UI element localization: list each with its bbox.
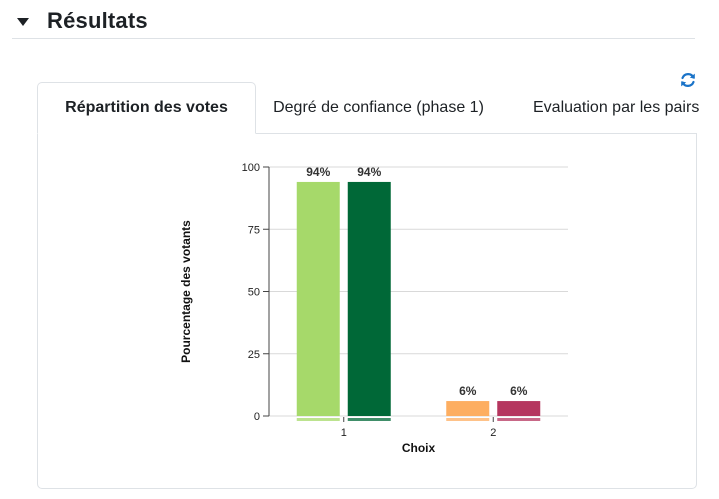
- results-section-header[interactable]: Résultats: [12, 4, 695, 39]
- bar-base-marker: [497, 418, 541, 421]
- caret-down-icon[interactable]: [17, 18, 29, 26]
- bar: [446, 401, 490, 416]
- bar-base-marker: [347, 418, 391, 421]
- bar-base-marker: [296, 418, 340, 421]
- tab-label: Degré de confiance (phase 1): [273, 99, 484, 116]
- data-label: 94%: [306, 165, 330, 179]
- data-label: 6%: [459, 384, 477, 398]
- x-tick-label: 1: [341, 427, 347, 439]
- tab-peer-evaluation[interactable]: Evaluation par les pairs: [533, 82, 699, 134]
- x-axis-title: Choix: [402, 441, 436, 455]
- y-tick-label: 25: [248, 349, 260, 361]
- y-tick-label: 75: [248, 224, 260, 236]
- y-tick-label: 0: [254, 411, 260, 423]
- bar: [296, 181, 340, 416]
- tab-vote-distribution[interactable]: Répartition des votes: [37, 82, 256, 134]
- refresh-icon[interactable]: [679, 71, 697, 89]
- data-label: 6%: [510, 384, 528, 398]
- tab-label: Evaluation par les pairs: [533, 99, 700, 116]
- vote-distribution-chart: 0 25 50 75 100 94% 94% 1 6% 6% 2 Choix Pourcentage d…: [179, 162, 568, 455]
- tab-panel: 0 25 50 75 100 94% 94% 1 6% 6% 2 Choix Pourcentage d…: [37, 133, 697, 489]
- bar: [497, 401, 541, 416]
- tab-confidence-phase-1[interactable]: Degré de confiance (phase 1): [256, 82, 501, 134]
- x-tick-label: 2: [490, 427, 496, 439]
- data-label: 94%: [357, 165, 381, 179]
- y-axis-title: Pourcentage des votants: [179, 220, 193, 363]
- section-title: Résultats: [47, 8, 148, 33]
- tab-label: Répartition des votes: [65, 99, 228, 116]
- tab-bar: Répartition des votes Degré de confiance…: [37, 82, 719, 135]
- bar: [347, 181, 391, 416]
- bar-base-marker: [446, 418, 490, 421]
- y-tick-label: 100: [242, 162, 260, 174]
- y-tick-label: 50: [248, 287, 260, 299]
